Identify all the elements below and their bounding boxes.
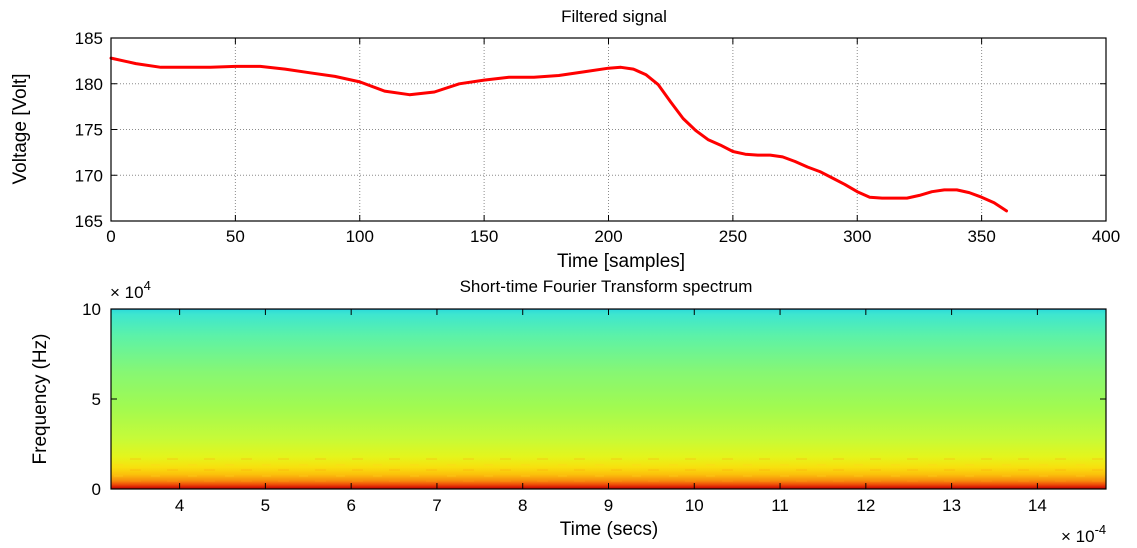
plot1-y-tick-label: 180 <box>75 75 103 94</box>
plot1-y-tick-label: 165 <box>75 212 103 231</box>
filtered-signal-plot: Filtered signal 0 50 100 150 200 250 300 350 400… <box>10 7 1120 272</box>
x-multiplier-text: × 10 <box>1061 527 1095 546</box>
plot2-x-tick-label: 8 <box>518 496 527 515</box>
plot1-title: Filtered signal <box>561 7 667 26</box>
plot2-x-exponent: × 10-4 <box>1061 522 1106 546</box>
plot1-x-tick-label: 250 <box>719 227 747 246</box>
plot2-x-tick-label: 11 <box>771 496 789 515</box>
plot1-xlabel: Time [samples] <box>557 251 685 272</box>
plot2-x-tick-label: 4 <box>175 496 184 515</box>
plot2-x-tick-label: 12 <box>856 496 875 515</box>
plot2-y-tick-label: 5 <box>92 390 101 409</box>
x-exponent-text: -4 <box>1095 522 1107 537</box>
plot2-y-tick-label: 10 <box>82 300 101 319</box>
plot2-y-tick-label: 0 <box>92 480 101 499</box>
plot2-xlabel: Time (secs) <box>560 519 659 540</box>
plot2-x-tick-label: 7 <box>432 496 441 515</box>
plot2-axes-frame <box>110 308 1107 490</box>
plot2-ticks: 4 5 6 7 8 9 10 11 12 13 14 0 5 10 <box>82 300 1106 515</box>
plot2-x-tick-label: 13 <box>942 496 961 515</box>
plot2-x-tick-label: 6 <box>346 496 355 515</box>
spectrogram-speckle <box>111 455 1106 485</box>
y-multiplier-text: × 10 <box>110 283 144 302</box>
plot1-x-tick-label: 150 <box>470 227 498 246</box>
plot1-y-tick-label: 185 <box>75 29 103 48</box>
plot1-x-tick-label: 50 <box>226 227 245 246</box>
plot1-x-tick-label: 0 <box>106 227 115 246</box>
plot1-y-tick-label: 170 <box>75 166 103 185</box>
plot2-ylabel: Frequency (Hz) <box>30 334 51 465</box>
plot1-x-tick-label: 100 <box>346 227 374 246</box>
voltage-series-line <box>109 56 1008 213</box>
y-exponent-text: 4 <box>144 278 151 293</box>
plot2-title: Short-time Fourier Transform spectrum <box>460 277 753 296</box>
plot1-y-tick-label: 175 <box>75 121 103 140</box>
plot2-x-tick-label: 10 <box>685 496 704 515</box>
plot2-x-tick-label: 14 <box>1028 496 1047 515</box>
plot2-x-tick-label: 5 <box>261 496 270 515</box>
plot1-ylabel: Voltage [Volt] <box>10 74 31 185</box>
plot1-x-tick-label: 400 <box>1092 227 1120 246</box>
plot1-x-tick-label: 350 <box>967 227 995 246</box>
plot1-x-tick-label: 300 <box>843 227 871 246</box>
plot1-x-tick-label: 200 <box>594 227 622 246</box>
plot1-ticks: 0 50 100 150 200 250 300 350 400 165 170 175 180 185 <box>75 29 1121 246</box>
plot2-x-tick-label: 9 <box>604 496 613 515</box>
plot1-series <box>109 56 1008 213</box>
plot2-y-exponent: × 104 <box>110 278 151 302</box>
stft-spectrum-plot: Short-time Fourier Transform spectrum 4 5… <box>30 277 1107 546</box>
plot1-axes-frame <box>110 37 1107 222</box>
